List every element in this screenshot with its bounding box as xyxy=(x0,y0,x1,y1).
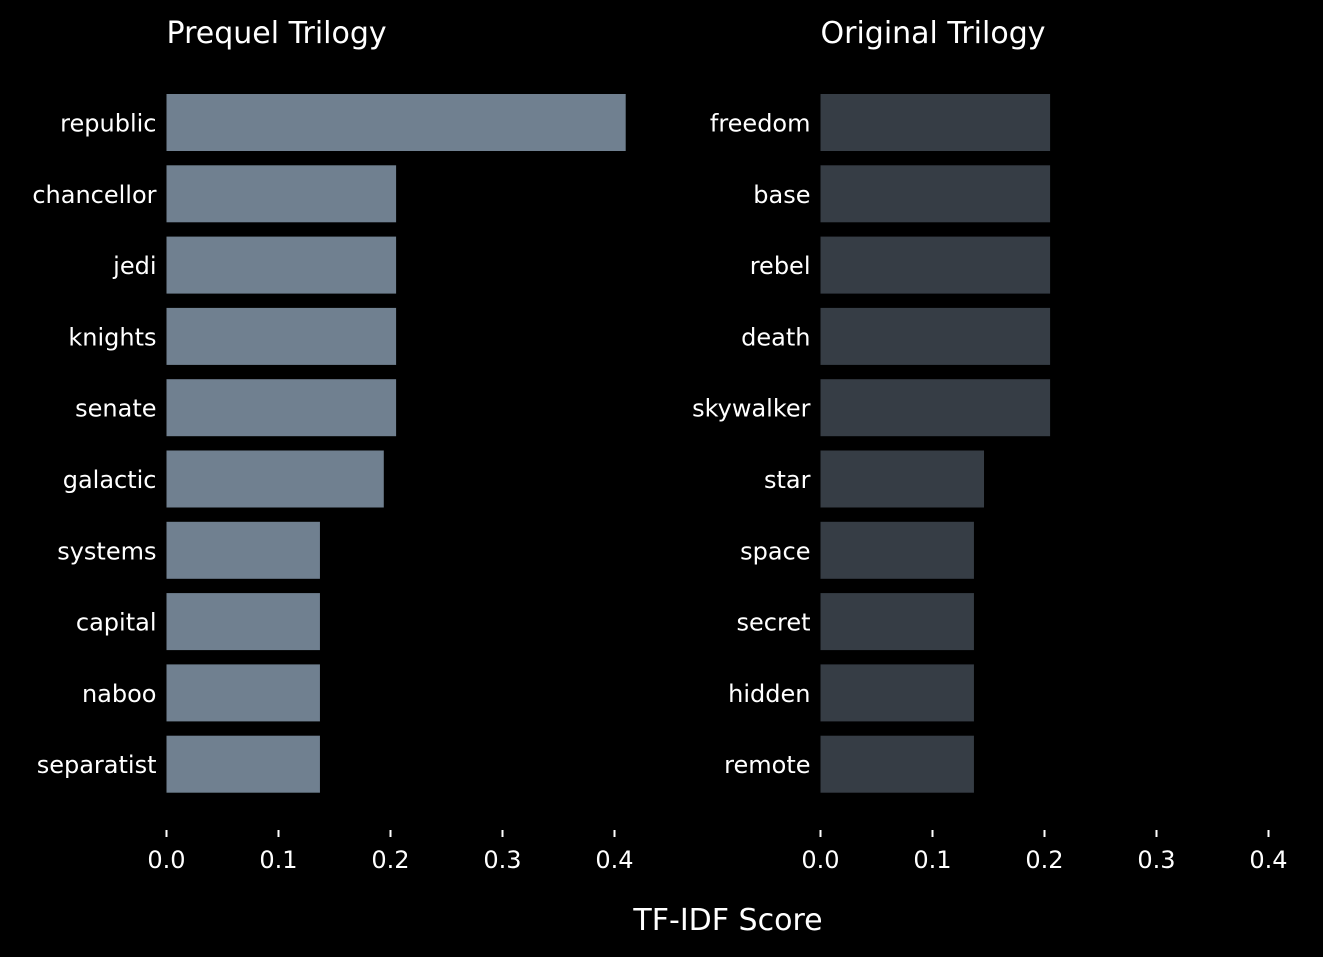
category-label: republic xyxy=(60,110,156,138)
category-label: death xyxy=(741,323,810,351)
chart-title: Prequel Trilogy xyxy=(167,16,387,51)
x-tick-label: 0.2 xyxy=(371,846,409,874)
bar-naboo xyxy=(166,664,320,722)
category-label: secret xyxy=(737,609,811,637)
x-tick-label: 0.4 xyxy=(595,846,633,874)
bar-galactic xyxy=(166,450,384,508)
category-label: separatist xyxy=(37,751,157,779)
bar-freedom xyxy=(820,94,1051,151)
category-label: remote xyxy=(724,751,810,779)
category-label: skywalker xyxy=(692,395,811,423)
x-tick-label: 0.2 xyxy=(1025,846,1063,874)
bar-capital xyxy=(166,593,320,651)
x-tick-label: 0.1 xyxy=(259,846,297,874)
chart-panel-prequel: Prequel Trilogy republic chancellor jedi kni… xyxy=(32,16,633,874)
category-label: jedi xyxy=(112,252,156,280)
x-tick-label: 0.4 xyxy=(1249,846,1287,874)
bar-separatist xyxy=(166,735,320,793)
category-label: hidden xyxy=(728,680,810,708)
category-label: galactic xyxy=(63,466,157,494)
bar-skywalker xyxy=(820,379,1051,437)
bar-systems xyxy=(166,521,320,579)
x-tick-label: 0.0 xyxy=(147,846,185,874)
bar-hidden xyxy=(820,664,974,722)
category-label: freedom xyxy=(710,110,811,138)
bar-senate xyxy=(166,379,397,437)
bar-space xyxy=(820,521,974,579)
bar-knights xyxy=(166,307,397,365)
category-label: naboo xyxy=(82,680,157,708)
category-label: star xyxy=(764,466,811,494)
category-label: capital xyxy=(76,609,157,637)
bar-rebel xyxy=(820,236,1051,294)
category-label: base xyxy=(753,181,810,209)
category-label: space xyxy=(740,537,810,565)
bar-jedi xyxy=(166,236,397,294)
chart-title: Original Trilogy xyxy=(821,16,1046,51)
category-label: rebel xyxy=(750,252,811,280)
category-label: chancellor xyxy=(32,181,156,209)
x-tick-label: 0.0 xyxy=(801,846,839,874)
bar-remote xyxy=(820,735,974,793)
bar-death xyxy=(820,307,1051,365)
x-tick-label: 0.3 xyxy=(1137,846,1175,874)
chart-panel-original: Original Trilogy freedom base rebel death sky… xyxy=(692,16,1288,874)
x-tick-label: 0.3 xyxy=(483,846,521,874)
bar-star xyxy=(820,450,985,508)
category-label: systems xyxy=(57,537,156,565)
x-axis-label: TF-IDF Score xyxy=(632,903,822,938)
bar-secret xyxy=(820,593,974,651)
category-label: senate xyxy=(75,395,156,423)
bar-republic xyxy=(166,94,626,151)
x-tick-label: 0.1 xyxy=(913,846,951,874)
bar-base xyxy=(820,165,1051,223)
bar-chancellor xyxy=(166,165,397,223)
category-label: knights xyxy=(68,323,156,351)
